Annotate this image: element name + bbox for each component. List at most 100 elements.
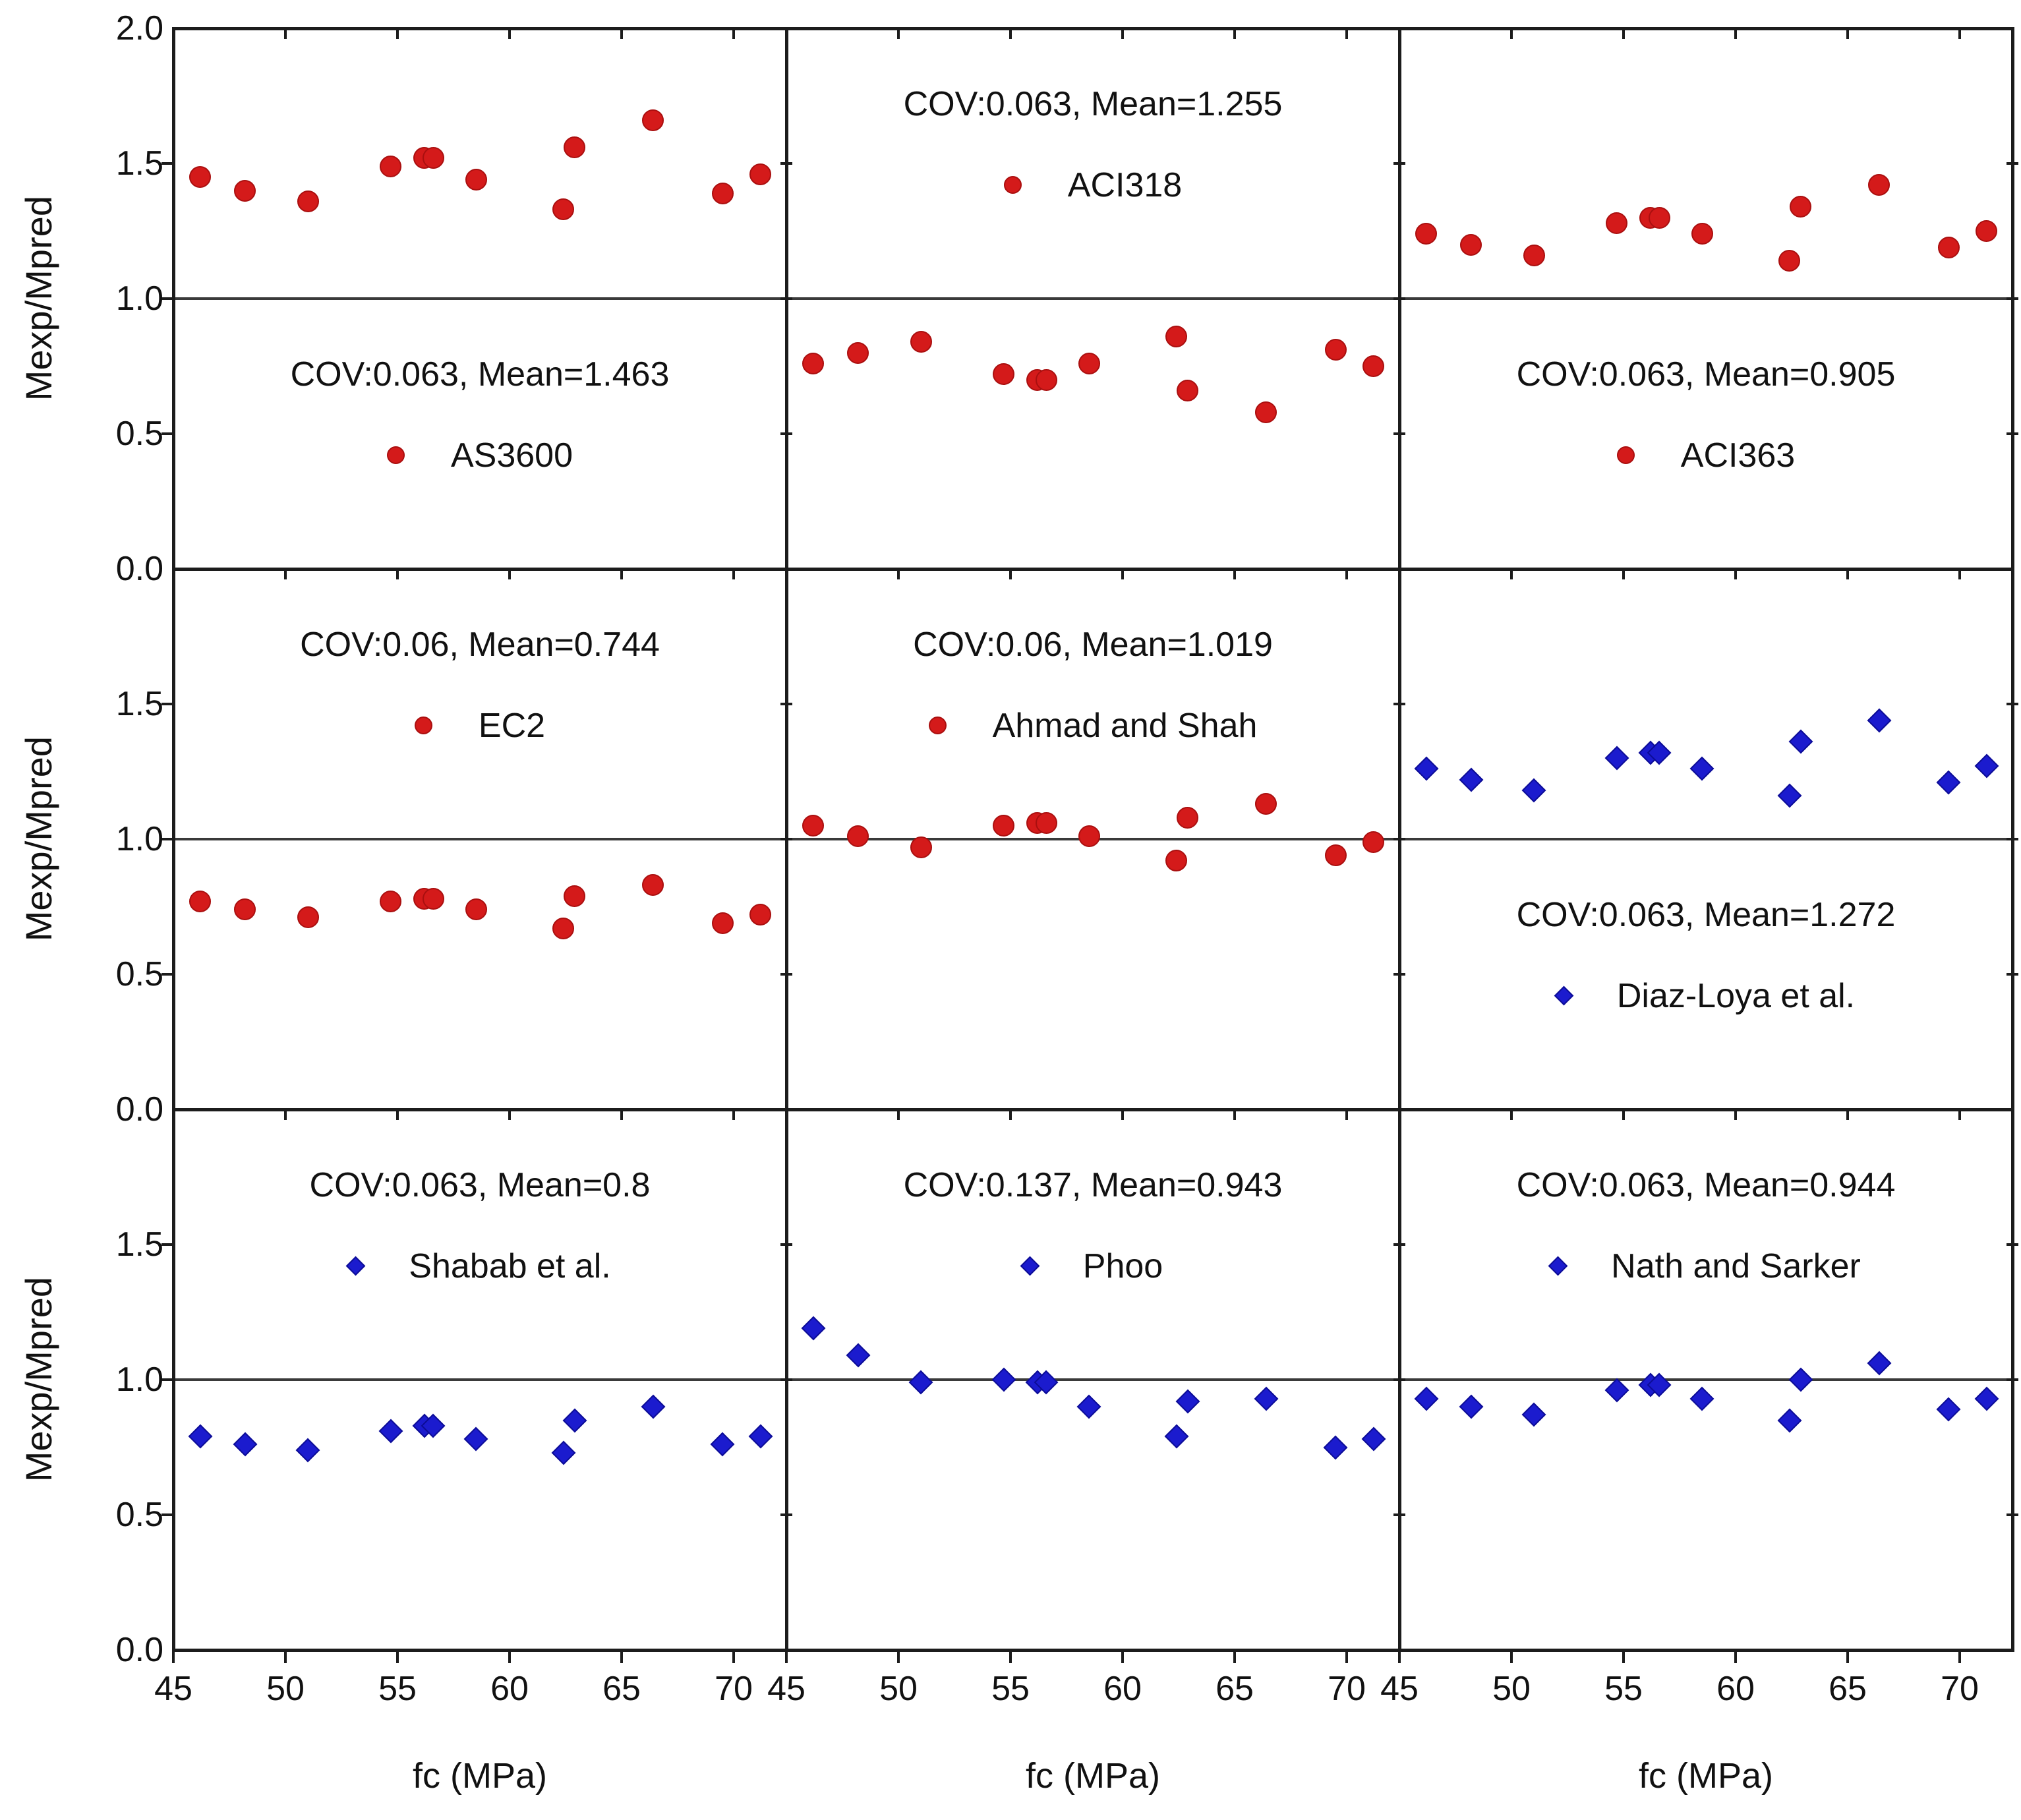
x-tick (1398, 1650, 1401, 1663)
data-point (552, 917, 575, 939)
x-tick (620, 1109, 623, 1120)
data-point (1689, 757, 1714, 781)
data-point (1974, 753, 1999, 778)
data-point (1324, 844, 1347, 867)
y-tick (161, 973, 173, 976)
legend-entry: Phoo (786, 1247, 1399, 1285)
x-tick (1009, 28, 1012, 39)
data-point (295, 1438, 320, 1462)
panel-border-vertical (1398, 27, 1401, 1652)
x-axis-title: fc (MPa) (1638, 1756, 1773, 1796)
legend-diamond-marker (345, 1256, 366, 1276)
y-tick (161, 1378, 173, 1381)
legend-diamond-marker (1020, 1256, 1040, 1276)
data-point (465, 169, 487, 191)
panel-border-vertical (2011, 27, 2014, 1652)
legend-stats-text: COV:0.063, Mean=0.8 (309, 1165, 651, 1204)
data-point (1078, 352, 1100, 374)
x-tick-label: 65 (1216, 1670, 1254, 1708)
data-point (847, 825, 869, 848)
x-tick (1622, 569, 1625, 579)
x-tick (1510, 1650, 1513, 1663)
data-point (1521, 778, 1546, 803)
data-point (801, 1316, 826, 1341)
data-point (1788, 1367, 1813, 1392)
data-point (642, 874, 664, 896)
x-tick (785, 1650, 788, 1663)
x-tick-label: 45 (1380, 1670, 1419, 1708)
data-point (378, 1419, 403, 1444)
data-point (711, 912, 734, 934)
x-tick (1345, 1650, 1348, 1663)
legend-series-label: Shabab et al. (409, 1247, 611, 1285)
data-point (552, 198, 575, 221)
data-point (1778, 250, 1801, 272)
legend-series-label: Nath and Sarker (1611, 1247, 1861, 1285)
y-tick (161, 703, 173, 705)
y-tick-label: 0.5 (115, 415, 163, 453)
y-tick-label: 1.0 (115, 279, 163, 318)
x-tick (897, 569, 900, 579)
x-tick (1958, 1650, 1961, 1663)
x-tick-label: 55 (378, 1670, 417, 1708)
x-tick-label: 50 (266, 1670, 305, 1708)
x-tick (1734, 1650, 1737, 1663)
legend-series-label: AS3600 (450, 436, 573, 475)
x-tick-label: 60 (490, 1670, 529, 1708)
x-tick (1846, 1650, 1849, 1663)
legend-entry: AS3600 (173, 436, 786, 475)
data-point (1788, 730, 1813, 754)
x-tick-label: 65 (602, 1670, 641, 1708)
x-tick (897, 1109, 900, 1120)
x-tick (396, 569, 399, 579)
y-tick-label: 0.0 (115, 1631, 163, 1669)
data-point (1177, 379, 1199, 401)
x-tick-label: 55 (991, 1670, 1030, 1708)
data-point (465, 898, 487, 921)
x-tick (396, 1109, 399, 1120)
x-tick (1121, 28, 1124, 39)
x-tick (172, 1650, 175, 1663)
x-tick (1009, 1650, 1012, 1663)
reference-line-y1 (173, 1378, 2012, 1381)
data-point (1976, 220, 1998, 242)
x-tick (1958, 28, 1961, 39)
data-point (641, 1394, 665, 1419)
x-tick-label: 70 (1941, 1670, 1979, 1708)
y-tick-label: 2.0 (115, 9, 163, 47)
y-tick-label: 1.0 (115, 1361, 163, 1399)
data-point (1604, 746, 1629, 771)
data-point (642, 109, 664, 131)
y-tick-label: 0.0 (115, 550, 163, 588)
x-tick (1622, 1650, 1625, 1663)
x-tick (620, 28, 623, 39)
data-point (1777, 1408, 1801, 1432)
data-point (1361, 1426, 1386, 1452)
data-point (1177, 806, 1199, 829)
x-tick (1121, 1109, 1124, 1120)
legend-entry: ACI363 (1399, 436, 2012, 475)
data-point (297, 906, 319, 929)
legend-entry: EC2 (173, 707, 786, 745)
y-tick-label: 1.0 (115, 820, 163, 858)
data-point (1076, 1394, 1101, 1419)
panel-border-horizontal (172, 1649, 2014, 1652)
x-tick (1622, 28, 1625, 39)
data-point (993, 815, 1015, 837)
legend-stats-text: COV:0.137, Mean=0.943 (903, 1165, 1283, 1204)
legend-series-label: Ahmad and Shah (992, 706, 1258, 745)
data-point (380, 155, 402, 177)
x-tick (897, 1650, 900, 1663)
data-point (749, 904, 772, 926)
data-point (1936, 770, 1961, 795)
data-point (422, 147, 444, 169)
x-tick (1622, 1109, 1625, 1120)
data-point (234, 898, 256, 921)
x-tick (1233, 1650, 1236, 1663)
data-point (562, 1408, 587, 1432)
data-point (233, 1432, 258, 1457)
x-tick (284, 1650, 287, 1663)
data-point (1974, 1386, 1999, 1411)
data-point (1459, 767, 1484, 792)
x-tick-label: 50 (879, 1670, 918, 1708)
